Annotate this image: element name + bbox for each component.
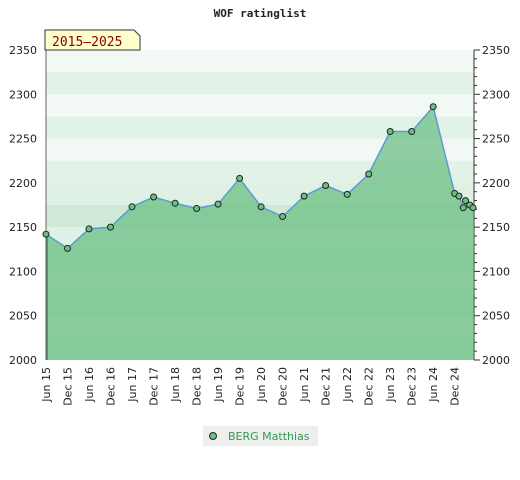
x-tick-label: Dec 23: [406, 367, 419, 406]
period-badge-box: [44, 29, 141, 51]
chart-title: WOF ratinglist: [214, 7, 307, 20]
band-2225: [46, 138, 474, 161]
series-area: [46, 106, 473, 360]
x-tick-label: Dec 19: [234, 367, 247, 406]
legend-label: BERG Matthias: [228, 430, 310, 443]
band-2325: [46, 50, 474, 73]
data-point[interactable]: [128, 203, 136, 211]
axes: 2000 2000 2050 2050 2100 2100 2150 2150 2200 2200…: [9, 44, 510, 406]
y-tick-label-left: 2250: [9, 133, 37, 146]
data-point[interactable]: [42, 230, 50, 238]
data-point[interactable]: [257, 203, 265, 211]
y-tick-label-right: 2300: [482, 88, 510, 101]
data-point[interactable]: [85, 225, 93, 233]
band-2300: [46, 72, 474, 95]
data-point[interactable]: [279, 213, 287, 220]
data-point[interactable]: [214, 200, 222, 208]
x-tick-label: Jun 20: [255, 367, 268, 403]
legend-marker: [209, 432, 217, 440]
x-tick-label: Jun 22: [341, 367, 354, 403]
data-point[interactable]: [193, 205, 201, 212]
legend-box: [203, 426, 318, 446]
data-point[interactable]: [343, 190, 351, 198]
x-tick-label: Jun 15: [40, 367, 53, 403]
data-point[interactable]: [365, 170, 373, 178]
data-point[interactable]: [469, 204, 477, 212]
data-point[interactable]: [459, 204, 467, 212]
data-point[interactable]: [386, 128, 394, 135]
x-tick-label: Jun 19: [212, 367, 225, 403]
x-tick-label: Dec 15: [62, 367, 75, 406]
y-tick-label-right: 2100: [482, 265, 510, 278]
y-tick-label-right: 2000: [482, 354, 510, 367]
data-point[interactable]: [300, 192, 308, 200]
data-point[interactable]: [150, 193, 158, 201]
data-point[interactable]: [462, 197, 469, 205]
x-tick-label: Jun 16: [83, 367, 96, 403]
data-point[interactable]: [236, 174, 244, 182]
y-tick-label-right: 2050: [482, 310, 510, 323]
x-tick-label: Dec 16: [105, 367, 118, 406]
data-point[interactable]: [408, 128, 416, 135]
y-tick-label-left: 2100: [9, 265, 37, 278]
data-point[interactable]: [429, 103, 437, 111]
y-tick-label-right: 2250: [482, 133, 510, 146]
y-tick-label-left: 2200: [9, 177, 37, 190]
x-tick-label: Dec 20: [277, 367, 290, 406]
band-2275: [46, 94, 474, 117]
data-point[interactable]: [322, 182, 330, 189]
x-tick-label: Jun 18: [169, 367, 182, 403]
y-tick-label-left: 2150: [9, 221, 37, 234]
y-tick-label-left: 2050: [9, 310, 37, 323]
y-tick-label-left: 2350: [9, 44, 37, 57]
data-point[interactable]: [107, 223, 114, 231]
x-tick-label: Dec 17: [148, 367, 161, 406]
y-tick-label-left: 2000: [9, 354, 37, 367]
data-point[interactable]: [171, 199, 179, 207]
x-tick-label: Dec 21: [320, 367, 333, 406]
band-2250: [46, 116, 474, 139]
x-tick-label: Jun 21: [298, 367, 311, 403]
x-tick-label: Jun 24: [427, 367, 440, 403]
x-tick-label: Dec 18: [191, 367, 204, 406]
y-tick-label-right: 2200: [482, 177, 510, 190]
data-points: [42, 103, 477, 252]
y-tick-label-right: 2350: [482, 44, 510, 57]
data-point[interactable]: [455, 192, 463, 200]
data-point[interactable]: [64, 244, 71, 252]
x-tick-label: Jun 17: [126, 367, 139, 403]
x-tick-label: Dec 22: [363, 367, 376, 406]
x-tick-label: Dec 24: [449, 367, 462, 406]
period-badge: 2015–2025: [44, 29, 141, 51]
x-tick-label: Jun 23: [384, 367, 397, 403]
legend[interactable]: BERG Matthias: [203, 426, 318, 446]
period-badge-text: 2015–2025: [52, 35, 122, 50]
y-tick-label-right: 2150: [482, 221, 510, 234]
y-tick-label-left: 2300: [9, 88, 37, 101]
